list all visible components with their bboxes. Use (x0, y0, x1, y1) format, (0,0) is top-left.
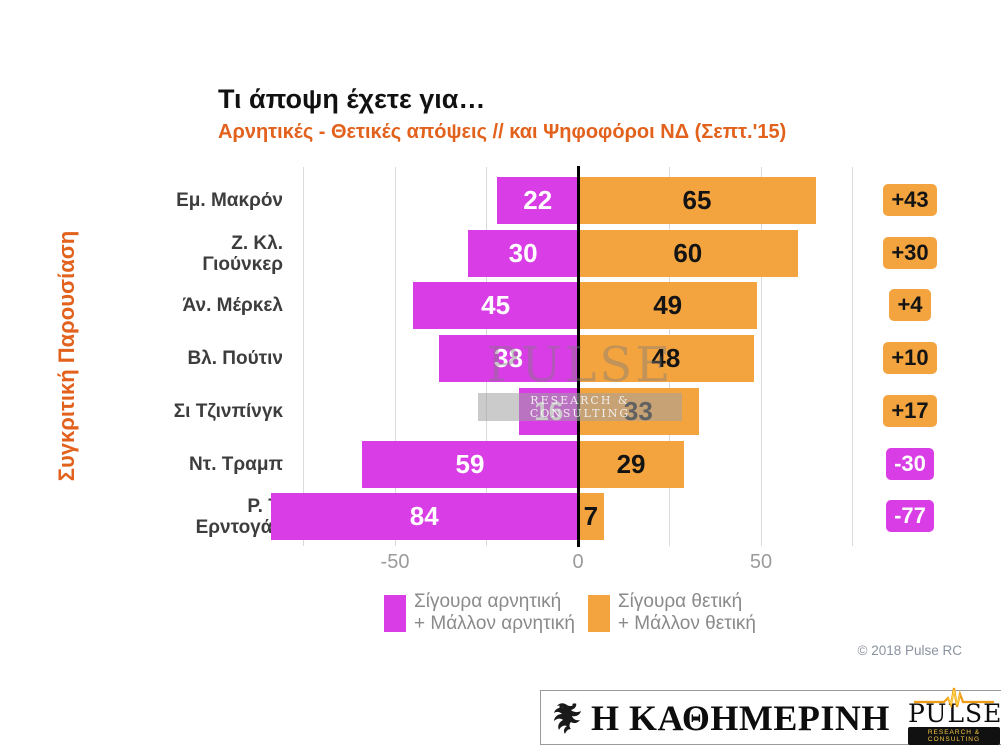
net-badge: +10 (883, 341, 937, 374)
net-badge: +17 (883, 394, 937, 427)
legend-item: Σίγουρα θετική + Μάλλον θετική (587, 591, 756, 635)
bar-positive: 65 (578, 177, 816, 224)
net-badge-slot: +17 (872, 394, 948, 427)
net-badge-slot: +4 (872, 288, 948, 321)
gridline (760, 167, 762, 546)
category-label: Ντ. Τραμπ (189, 454, 283, 475)
pulse-logo: PULSE RESEARCH & CONSULTING (908, 687, 1001, 745)
bar-positive: 33 (578, 388, 699, 435)
gridline (852, 167, 853, 546)
bar-negative: 16 (519, 388, 578, 435)
bar-negative: 38 (438, 335, 578, 382)
net-badge: -30 (886, 447, 934, 480)
net-badge: -77 (886, 499, 934, 532)
pulse-wordmark: PULSE (908, 699, 1001, 728)
category-label: Σι Τζινπίνγκ (173, 401, 283, 422)
category-label: Εμ. Μακρόν (176, 190, 283, 211)
x-tick-label: -50 (380, 551, 410, 573)
bar-negative: 22 (497, 177, 578, 224)
net-badge-slot: +30 (872, 236, 948, 269)
net-badge-slot: -77 (872, 499, 948, 532)
x-tick-label: 50 (749, 551, 773, 573)
net-badge: +30 (883, 236, 937, 269)
legend: Σίγουρα αρνητική + Μάλλον αρνητική Σίγουρ… (384, 591, 756, 635)
bar-positive: 29 (578, 441, 685, 488)
category-label: Άν. Μέρκελ (182, 295, 283, 316)
bar-negative: 84 (270, 493, 578, 540)
kathimerini-wordmark: Η ΚΑΘΗΜΕΡΙΝΗ (591, 697, 890, 738)
net-badge: +4 (889, 288, 931, 321)
category-label: Ρ. Τ. Ερντογάν (195, 495, 283, 538)
x-tick-label: 0 (572, 551, 584, 573)
bar-negative: 45 (413, 282, 578, 329)
zero-axis-line (577, 166, 580, 547)
footer-logo-bar: Η ΚΑΘΗΜΕΡΙΝΗ PULSE RESEARCH & CONSULTING (540, 687, 1001, 745)
legend-label: Σίγουρα θετική + Μάλλον θετική (617, 591, 756, 634)
legend-item: Σίγουρα αρνητική + Μάλλον αρνητική (384, 591, 575, 635)
category-label: Ζ. Κλ. Γιούνκερ (202, 232, 283, 275)
bar-positive: 60 (578, 230, 798, 277)
bar-negative: 30 (468, 230, 578, 277)
gridline (303, 167, 304, 546)
pulse-waveform-icon (914, 687, 994, 708)
page-title: Τι άποψη έχετε για… (218, 84, 486, 114)
net-badge-slot: -30 (872, 447, 948, 480)
copyright: © 2018 Pulse RC (857, 643, 963, 658)
legend-swatch (587, 594, 610, 632)
bar-positive: 49 (578, 282, 758, 329)
bar-negative: 59 (362, 441, 578, 488)
bar-positive: 7 (578, 493, 604, 540)
net-badge: +43 (883, 183, 937, 216)
legend-label: Σίγουρα αρνητική + Μάλλον αρνητική (414, 591, 575, 634)
subtitle: Αρνητικές - Θετικές απόψεις // και Ψηφοφ… (218, 121, 787, 143)
pulse-logo-subtext: RESEARCH & CONSULTING (908, 727, 1000, 745)
bar-positive: 48 (578, 335, 754, 382)
legend-swatch (384, 594, 406, 632)
category-label: Βλ. Πούτιν (187, 348, 283, 369)
eagle-icon (554, 702, 581, 734)
gridline (394, 167, 396, 546)
net-badge-slot: +10 (872, 341, 948, 374)
net-badge-slot: +43 (872, 183, 948, 216)
